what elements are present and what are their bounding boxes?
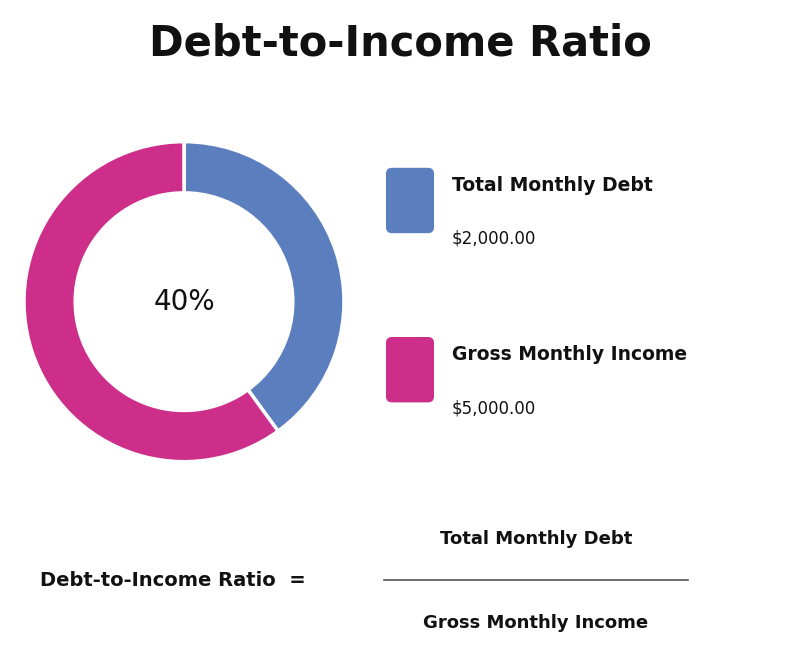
Wedge shape bbox=[24, 142, 278, 461]
Text: Debt-to-Income Ratio: Debt-to-Income Ratio bbox=[149, 22, 651, 64]
Text: Total Monthly Debt: Total Monthly Debt bbox=[440, 530, 632, 548]
Wedge shape bbox=[184, 142, 344, 431]
FancyBboxPatch shape bbox=[386, 337, 434, 402]
Text: $2,000.00: $2,000.00 bbox=[452, 230, 536, 248]
Text: Gross Monthly Income: Gross Monthly Income bbox=[423, 614, 649, 633]
Text: 40%: 40% bbox=[153, 288, 215, 316]
Text: Total Monthly Debt: Total Monthly Debt bbox=[452, 176, 653, 195]
Text: Debt-to-Income Ratio  =: Debt-to-Income Ratio = bbox=[40, 571, 306, 590]
FancyBboxPatch shape bbox=[386, 168, 434, 233]
Text: Gross Monthly Income: Gross Monthly Income bbox=[452, 345, 687, 364]
Text: $5,000.00: $5,000.00 bbox=[452, 399, 536, 417]
